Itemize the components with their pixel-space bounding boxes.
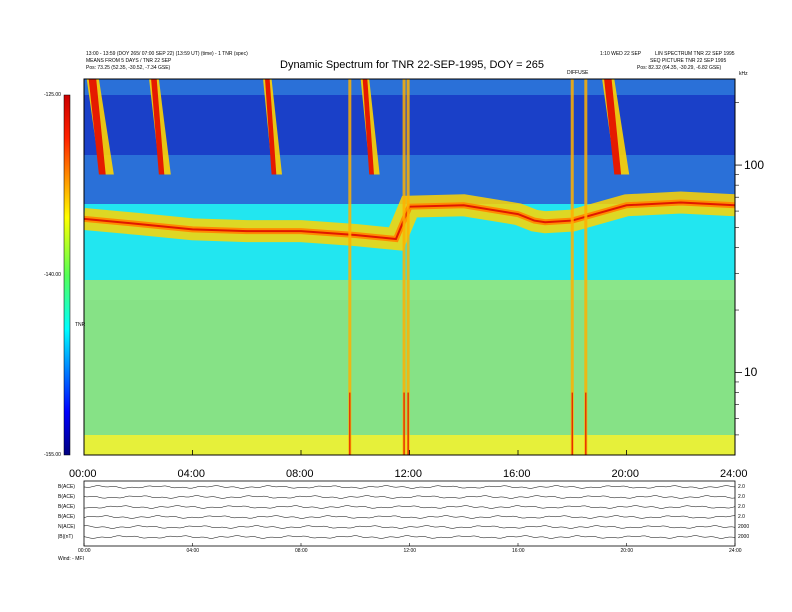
colorbar-label: TNR [75,322,86,328]
type-iii-burst-core [265,79,277,175]
bottom-right-tick: 2000 [738,534,750,540]
left-info-line-1: 13:00 - 13:59 (DOY 265/ 07:00 SEP 22) (1… [86,51,248,57]
plasma-line-peak [84,201,735,241]
bottom-row-label: N(ACE) [58,524,76,530]
bottom-time-label: 16:00 [512,548,525,554]
right-info-line-1: 1:10 WED 22 SEP [600,51,642,57]
colorbar-tick-mid: -140.00 [44,272,61,278]
left-position-readout: Pos: 73.25 (52.35, -30.52, -7.34 GSE) [86,65,171,71]
x-tick-label: 24:00 [720,468,748,480]
footer-label: Wind: - MFI [58,556,84,562]
type-iii-burst-core [151,79,165,175]
spike-mark [584,79,588,455]
colorbar-tick-bottom: -155.00 [44,452,61,458]
bottom-row-label: B(ACE) [58,504,75,510]
bottom-row-label: B(ACE) [58,514,75,520]
spike-core [585,392,587,455]
bottom-trace [83,495,736,499]
bottom-trace [83,515,736,519]
bottom-right-tick: 2.0 [738,514,745,520]
bottom-right-tick: 2000 [738,524,750,530]
spike-core [403,392,405,455]
bottom-time-label: 00:00 [78,548,91,554]
bottom-trace [83,535,736,539]
bottom-time-label: 04:00 [186,548,200,554]
right-info-line-3: SEQ PICTURE TNR 22 SEP 1995 [650,58,727,64]
bottom-trace [83,505,736,509]
colorbar-tick-top: -125.00 [44,92,61,98]
spike-core [571,392,573,455]
bottom-trace [83,525,736,529]
x-tick-label: 12:00 [394,468,423,480]
right-position-readout: Pos: 82.32 (64.35, -30.29, -6.82 GSE) [637,65,722,71]
bottom-time-label: 24:00 [729,548,742,554]
bottom-row-label: B(ACE) [58,494,75,500]
type-iii-burst-core [362,79,374,175]
spike-core [407,392,409,455]
mid-label: DIFFUSE [567,70,589,76]
chart-title: Dynamic Spectrum for TNR 22-SEP-1995, DO… [280,59,545,71]
bottom-time-label: 20:00 [620,548,634,554]
bottom-right-tick: 2.0 [738,504,745,510]
colorbar [63,94,71,456]
x-tick-label: 00:00 [69,468,97,480]
bottom-row-label: |B|(nT) [58,534,74,540]
spike-mark [348,79,352,455]
bottom-time-label: 08:00 [295,548,308,554]
y-tick-label: 10 [744,365,758,380]
bottom-right-tick: 2.0 [738,484,745,490]
x-tick-label: 04:00 [177,468,206,480]
bottom-trace [83,485,736,489]
y-tick-label: 100 [744,158,765,173]
type-iii-burst-core [604,79,622,175]
x-tick-label: 08:00 [286,468,314,480]
x-tick-label: 16:00 [503,468,531,480]
bottom-time-label: 12:00 [403,548,417,554]
frequency-unit-label: kHz [739,71,748,77]
spike-mark [402,79,406,455]
spike-mark [406,79,410,455]
left-info-line-2: MEANS FROM 5 DAYS / TNR 22 SEP [86,58,172,64]
right-info-line-2: LIN SPECTRUM TNR 22 SEP 1995 [655,51,735,57]
bottom-right-tick: 2.0 [738,494,745,500]
spike-mark [570,79,574,455]
spike-core [349,392,351,455]
x-tick-label: 20:00 [611,468,640,480]
bottom-row-label: B(ACE) [58,484,75,490]
type-iii-burst-core [88,79,106,175]
